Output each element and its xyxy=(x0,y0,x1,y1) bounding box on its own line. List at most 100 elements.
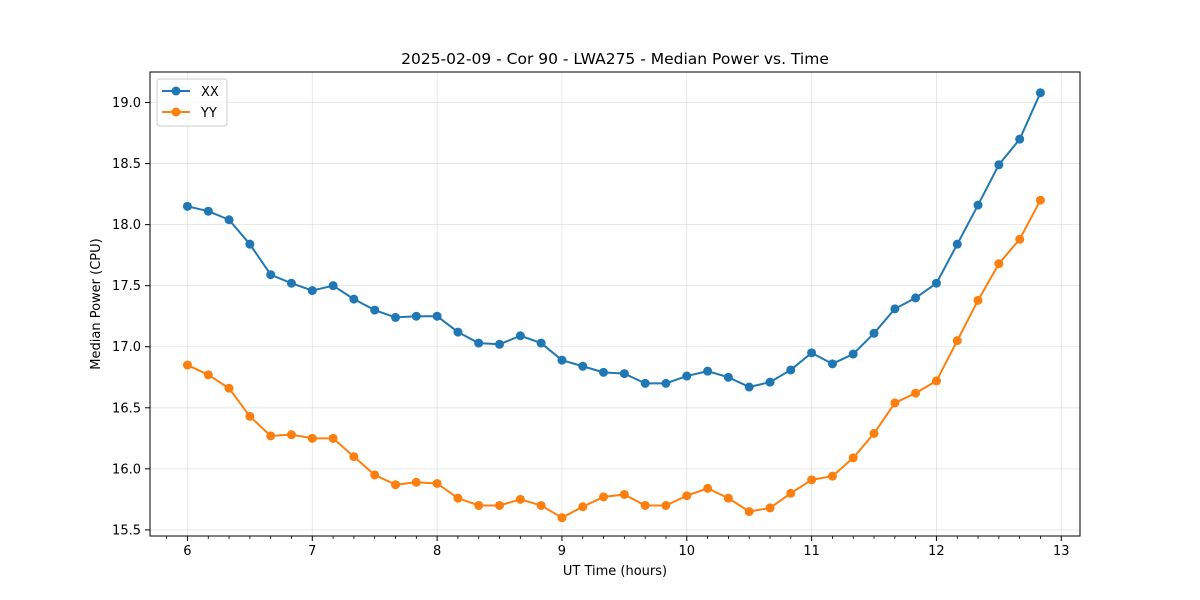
data-point-yy xyxy=(495,500,505,510)
x-tick-label: 9 xyxy=(558,544,566,559)
data-point-yy xyxy=(994,259,1004,269)
x-tick-label: 12 xyxy=(928,544,945,559)
data-point-yy xyxy=(474,500,484,510)
x-tick-label: 10 xyxy=(679,544,696,559)
data-point-yy xyxy=(703,483,713,493)
data-point-yy xyxy=(411,477,421,487)
data-point-xx xyxy=(370,305,380,315)
data-point-xx xyxy=(723,372,733,382)
data-point-yy xyxy=(619,489,629,499)
y-tick-label: 16.0 xyxy=(112,462,141,477)
data-point-xx xyxy=(328,281,338,291)
data-point-yy xyxy=(931,376,941,386)
series-layer xyxy=(182,88,1045,523)
data-point-xx xyxy=(1035,88,1045,98)
series-xx xyxy=(182,88,1045,392)
y-tick-label: 18.0 xyxy=(112,218,141,233)
data-point-xx xyxy=(765,377,775,387)
data-point-yy xyxy=(432,478,442,488)
data-point-xx xyxy=(224,215,234,225)
data-point-xx xyxy=(536,338,546,348)
data-point-xx xyxy=(203,206,213,216)
y-tick-label: 19.0 xyxy=(112,96,141,111)
data-point-yy xyxy=(370,470,380,480)
y-axis-label: Median Power (CPU) xyxy=(89,238,104,369)
data-point-yy xyxy=(578,502,588,512)
data-point-xx xyxy=(786,365,796,375)
data-point-yy xyxy=(307,433,317,443)
data-point-yy xyxy=(911,388,921,398)
data-point-xx xyxy=(557,355,567,365)
data-point-yy xyxy=(807,475,817,485)
y-tick-label: 16.5 xyxy=(112,401,141,416)
data-point-xx xyxy=(266,270,276,280)
chart-title: 2025-02-09 - Cor 90 - LWA275 - Median Po… xyxy=(401,50,829,68)
data-point-yy xyxy=(349,452,359,462)
data-point-yy xyxy=(869,428,879,438)
data-point-xx xyxy=(578,361,588,371)
data-point-yy xyxy=(536,500,546,510)
data-point-xx xyxy=(640,378,650,388)
data-point-xx xyxy=(807,348,817,358)
data-point-xx xyxy=(890,304,900,314)
data-point-xx xyxy=(869,328,879,338)
data-point-xx xyxy=(994,160,1004,170)
y-tick-label: 17.0 xyxy=(112,340,141,355)
x-tick-label: 6 xyxy=(183,544,191,559)
data-point-yy xyxy=(203,370,213,380)
data-point-yy xyxy=(286,430,296,440)
data-point-yy xyxy=(973,295,983,305)
data-point-yy xyxy=(640,500,650,510)
data-point-xx xyxy=(453,327,463,337)
data-point-yy xyxy=(1015,234,1025,244)
legend-label-yy: YY xyxy=(200,106,217,121)
data-point-yy xyxy=(557,513,567,523)
data-point-xx xyxy=(848,349,858,359)
data-point-yy xyxy=(391,480,401,490)
data-point-yy xyxy=(266,431,276,441)
data-point-yy xyxy=(848,453,858,463)
data-point-xx xyxy=(661,378,671,388)
x-tick-label: 13 xyxy=(1053,544,1070,559)
data-point-yy xyxy=(245,411,255,421)
data-point-yy xyxy=(661,500,671,510)
data-point-yy xyxy=(827,471,837,481)
data-point-xx xyxy=(744,382,754,392)
data-point-yy xyxy=(515,494,525,504)
data-point-yy xyxy=(890,398,900,408)
data-point-xx xyxy=(391,312,401,322)
data-point-xx xyxy=(952,239,962,249)
data-point-xx xyxy=(911,293,921,303)
data-point-xx xyxy=(495,339,505,349)
data-point-xx xyxy=(182,201,192,211)
data-point-yy xyxy=(599,492,609,502)
data-point-xx xyxy=(349,294,359,304)
data-point-yy xyxy=(682,491,692,501)
data-point-xx xyxy=(245,239,255,249)
series-yy xyxy=(182,195,1045,523)
legend: XX YY xyxy=(156,78,228,127)
data-point-yy xyxy=(453,493,463,503)
x-tick-label: 8 xyxy=(433,544,441,559)
data-point-yy xyxy=(723,493,733,503)
data-point-xx xyxy=(931,278,941,288)
data-point-xx xyxy=(411,311,421,321)
legend-marker-yy xyxy=(171,107,181,117)
data-point-xx xyxy=(307,286,317,296)
data-point-xx xyxy=(682,371,692,381)
y-tick-label: 18.5 xyxy=(112,157,141,172)
y-tick-label: 17.5 xyxy=(112,279,141,294)
data-point-xx xyxy=(703,366,713,376)
data-point-xx xyxy=(1015,134,1025,144)
data-point-yy xyxy=(786,488,796,498)
axes: 6 7 8 9 10 11 12 13 15.5 16.0 16.5 17.0 17.5 18.0 18.5… xyxy=(112,96,1070,559)
legend-label-xx: XX xyxy=(201,85,219,100)
x-tick-label: 11 xyxy=(803,544,820,559)
data-point-xx xyxy=(515,331,525,341)
x-tick-label: 7 xyxy=(308,544,316,559)
data-point-yy xyxy=(224,383,234,393)
grid xyxy=(150,72,1080,536)
data-point-yy xyxy=(1035,195,1045,205)
data-point-xx xyxy=(474,338,484,348)
